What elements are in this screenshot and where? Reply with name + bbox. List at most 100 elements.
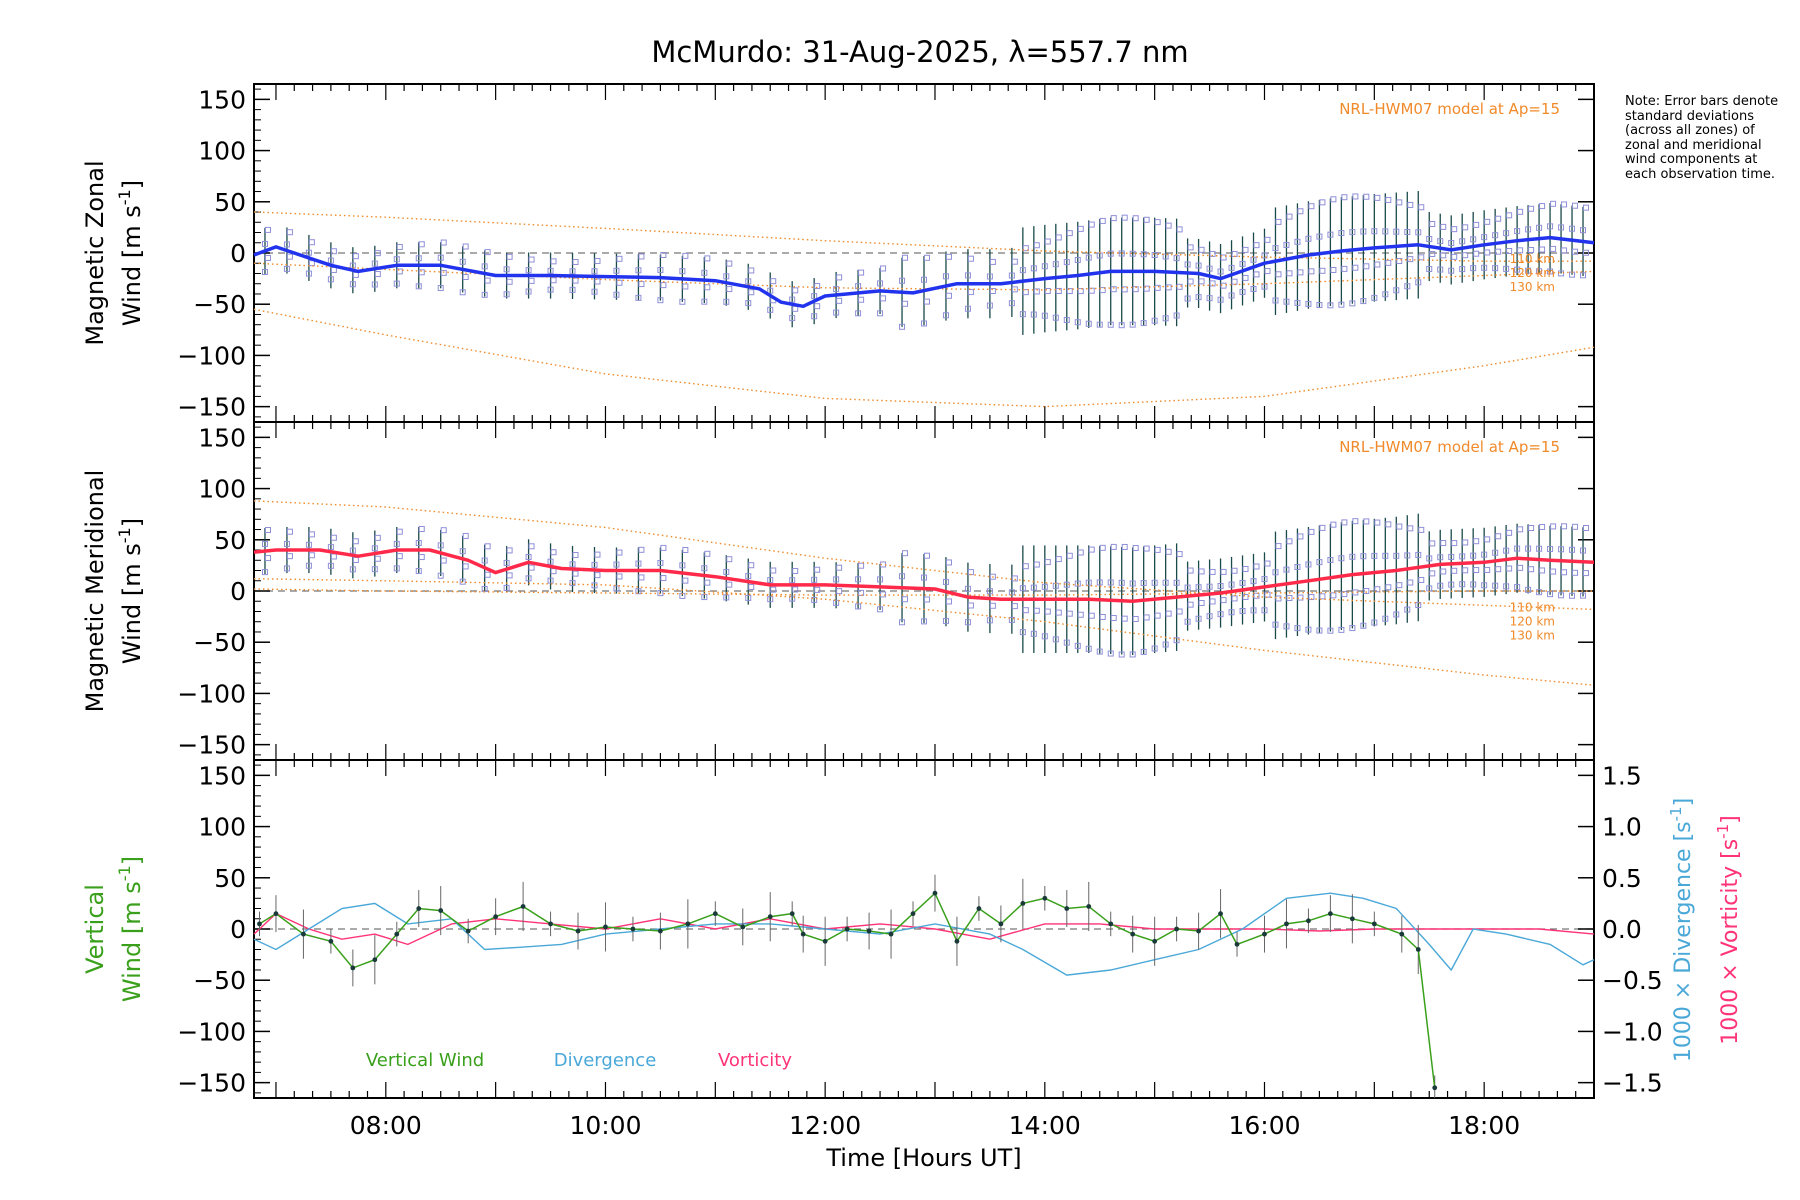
meridional-sample-point	[547, 558, 554, 565]
zonal-sample-point	[1261, 283, 1268, 290]
zonal-model-curve-130km	[253, 308, 1595, 408]
zonal-sample-point	[1426, 266, 1433, 273]
zonal-sample-point	[1297, 208, 1304, 215]
meridional-sample-point	[1319, 524, 1326, 531]
zonal-sample-point	[1264, 268, 1271, 275]
meridional-sample-point	[726, 581, 733, 588]
zonal-sample-point	[657, 267, 664, 274]
meridional-sample-point	[1044, 559, 1051, 566]
zonal-sample-point	[701, 269, 708, 276]
zonal-sample-point	[1503, 230, 1510, 237]
vertical-wind-point	[998, 921, 1004, 927]
zonal-sample-point	[1198, 246, 1205, 253]
zonal-sample-point	[679, 298, 686, 305]
vertical-wind-point	[866, 928, 872, 934]
meridional-sample-point	[569, 579, 576, 586]
vorticity-axis-label: 1000 × Vorticity [s-1]	[1714, 815, 1743, 1044]
meridional-sample-point	[1528, 524, 1535, 531]
meridional-sample-point	[1440, 540, 1447, 547]
meridional-sample-point	[506, 572, 513, 579]
zonal-sample-point	[792, 287, 799, 294]
meridional-sample-point	[418, 526, 425, 533]
zonal-sample-point	[459, 289, 466, 296]
meridional-sample-point	[880, 591, 887, 598]
meridional-sample-point	[811, 596, 818, 603]
zonal-sample-point	[283, 241, 290, 248]
meridional-sample-point	[1162, 579, 1169, 586]
meridional-sample-point	[550, 568, 557, 575]
meridional-sample-point	[1041, 583, 1048, 590]
zonal-sample-point	[349, 262, 356, 269]
zonal-sample-point	[418, 269, 425, 276]
meridional-sample-point	[1569, 592, 1576, 599]
zonal-sample-point	[1385, 259, 1392, 266]
zonal-sample-point	[1305, 235, 1312, 242]
meridional-sample-point	[1330, 592, 1337, 599]
zonal-sample-point	[1294, 299, 1301, 306]
meridional-sample-point	[1583, 570, 1590, 577]
meridional-sample-point	[833, 576, 840, 583]
meridional-sample-point	[1151, 579, 1158, 586]
meridional-sample-point	[1514, 584, 1521, 591]
x-tick-label: 08:00	[350, 1111, 422, 1140]
meridional-sample-point	[1044, 608, 1051, 615]
meridional-sample-point	[748, 562, 755, 569]
zonal-panel-frame	[253, 83, 1595, 423]
zonal-sample-point	[1121, 214, 1128, 221]
zonal-sample-point	[638, 281, 645, 288]
zonal-sample-point	[1473, 250, 1480, 257]
meridional-sample-point	[723, 594, 730, 601]
meridional-sample-point	[924, 552, 930, 559]
zonal-sample-point	[1371, 294, 1378, 301]
zonal-sample-point	[327, 276, 334, 283]
zonal-sample-point	[1517, 247, 1524, 254]
zonal-sample-point	[1525, 226, 1532, 233]
meridional-sample-point	[1514, 545, 1521, 552]
meridional-sample-point	[418, 554, 425, 561]
meridional-sample-point	[374, 555, 381, 562]
zonal-sample-point	[1275, 218, 1282, 225]
meridional-sample-point	[1184, 618, 1191, 625]
meridional-sample-point	[792, 586, 799, 593]
meridional-sample-point	[1407, 579, 1414, 586]
meridional-sample-point	[1448, 581, 1455, 588]
zonal-sample-point	[1165, 222, 1172, 229]
zonal-sample-point	[371, 281, 378, 288]
meridional-sample-point	[1550, 523, 1557, 530]
zonal-sample-point	[1484, 218, 1491, 225]
meridional-sample-point	[1415, 551, 1422, 558]
meridional-sample-point	[1151, 645, 1158, 652]
meridional-sample-point	[682, 577, 689, 584]
zonal-sample-point	[1426, 236, 1433, 243]
zonal-sample-point	[1242, 274, 1249, 281]
meridional-sample-point	[1547, 545, 1554, 552]
zonal-model-height-label: 120 km	[1510, 266, 1555, 280]
meridional-sample-point	[701, 565, 708, 572]
meridional-sample-point	[1165, 548, 1172, 555]
meridional-sample-point	[1286, 538, 1293, 545]
meridional-sample-point	[767, 577, 774, 584]
meridional-sample-point	[1448, 553, 1455, 560]
zonal-sample-point	[1176, 226, 1183, 233]
meridional-sample-point	[440, 557, 447, 564]
zonal-sample-point	[1099, 217, 1106, 224]
meridional-sample-point	[616, 549, 623, 556]
zonal-sample-point	[792, 305, 799, 312]
zonal-sample-point	[1550, 245, 1557, 252]
zonal-sample-point	[1360, 298, 1367, 305]
zonal-sample-point	[1151, 252, 1158, 259]
meridional-sample-point	[1492, 549, 1499, 556]
meridional-sample-point	[1327, 557, 1334, 564]
meridional-sample-point	[814, 586, 821, 593]
zonal-sample-point	[833, 286, 840, 293]
zonal-sample-point	[1470, 265, 1477, 272]
zonal-sample-point	[484, 249, 491, 256]
vertical-wind-point	[1415, 947, 1421, 952]
zonal-sample-point	[902, 300, 909, 307]
meridional-sample-point	[1011, 603, 1018, 610]
meridional-sample-point	[1008, 616, 1015, 623]
zonal-sample-point	[1033, 288, 1040, 295]
zonal-sample-point	[1242, 246, 1249, 253]
zonal-sample-point	[1363, 193, 1370, 200]
zonal-sample-point	[1261, 252, 1268, 259]
